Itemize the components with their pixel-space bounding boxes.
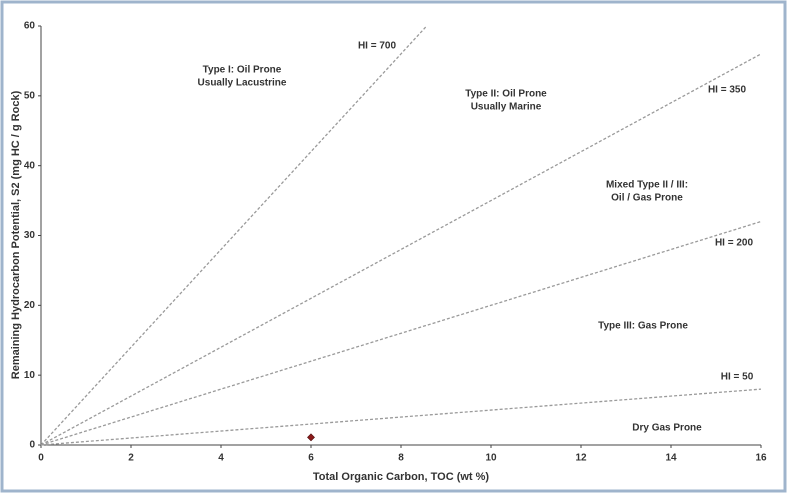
x-tick-label: 10 <box>485 453 497 464</box>
y-tick-label: 10 <box>24 370 36 381</box>
hi-line-label: HI = 50 <box>721 372 754 383</box>
x-tick-label: 2 <box>128 453 134 464</box>
region-label: Dry Gas Prone <box>632 423 702 434</box>
x-tick-label: 8 <box>398 453 404 464</box>
region-label: Usually Marine <box>471 102 542 113</box>
hi-line-label: HI = 200 <box>715 238 754 249</box>
y-tick-label: 0 <box>29 440 35 451</box>
x-tick-label: 4 <box>218 453 224 464</box>
region-label: Oil / Gas Prone <box>611 193 683 204</box>
y-tick-label: 50 <box>24 90 36 101</box>
y-tick-label: 60 <box>24 21 36 32</box>
x-tick-label: 16 <box>755 453 767 464</box>
hi-line-label: HI = 700 <box>358 41 397 52</box>
x-tick-label: 14 <box>665 453 677 464</box>
data-point <box>307 433 315 442</box>
region-label: Type II: Oil Prone <box>465 89 547 100</box>
region-label: Mixed Type II / III: <box>606 180 688 191</box>
region-label: Type III: Gas Prone <box>598 321 688 332</box>
y-tick-label: 30 <box>24 230 36 241</box>
hi-line <box>40 220 762 446</box>
hi-line <box>40 388 762 446</box>
x-axis-label: Total Organic Carbon, TOC (wt %) <box>313 471 490 483</box>
x-tick-label: 0 <box>38 453 44 464</box>
hi-line-label: HI = 350 <box>708 85 747 96</box>
hi-line <box>40 53 762 446</box>
y-tick-label: 40 <box>24 160 36 171</box>
region-label: Type I: Oil Prone <box>203 65 282 76</box>
x-tick-label: 6 <box>308 453 314 464</box>
region-label: Usually Lacustrine <box>198 78 287 89</box>
y-axis-label: Remaining Hydrocarbon Potential, S2 (mg … <box>10 90 22 379</box>
x-tick-label: 12 <box>575 453 587 464</box>
y-tick-label: 20 <box>24 300 36 311</box>
